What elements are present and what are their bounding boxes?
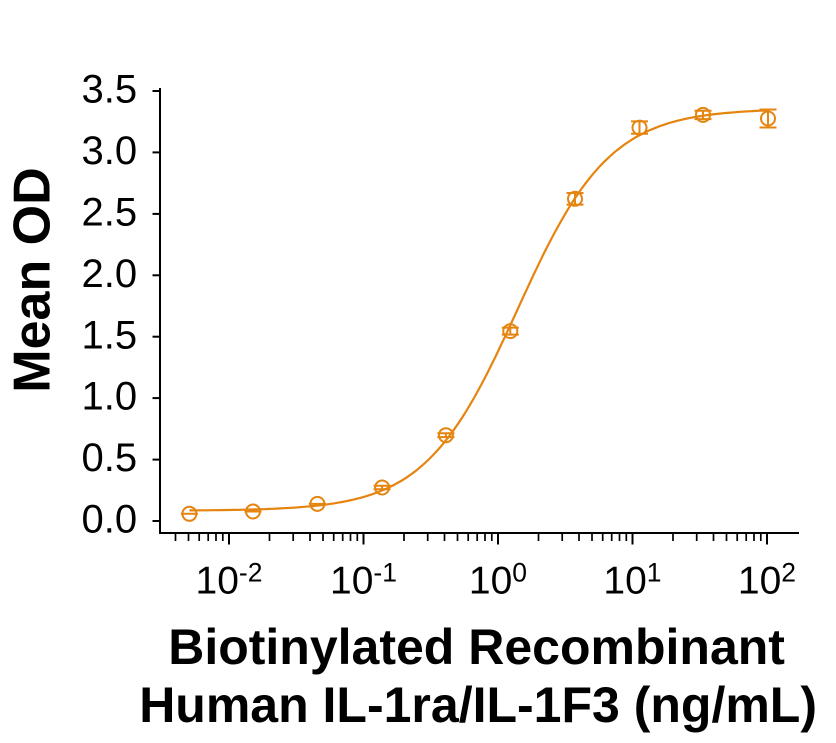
svg-text:2.5: 2.5 — [81, 191, 137, 235]
svg-text:Human IL-1ra/IL-1F3 (ng/mL): Human IL-1ra/IL-1F3 (ng/mL) — [139, 677, 817, 733]
svg-text:0.0: 0.0 — [81, 498, 137, 542]
svg-text:1.0: 1.0 — [81, 375, 137, 419]
svg-text:10: 10 — [738, 559, 781, 602]
svg-text:10: 10 — [603, 559, 646, 602]
svg-text:3.0: 3.0 — [81, 129, 137, 173]
svg-text:-2: -2 — [239, 558, 263, 588]
svg-text:3.5: 3.5 — [81, 68, 137, 112]
svg-text:-1: -1 — [373, 558, 397, 588]
svg-text:0.5: 0.5 — [81, 436, 137, 480]
svg-text:10: 10 — [196, 559, 239, 602]
svg-text:2.0: 2.0 — [81, 252, 137, 296]
svg-text:10: 10 — [469, 559, 512, 602]
svg-text:Mean OD: Mean OD — [3, 167, 61, 392]
svg-text:Biotinylated Recombinant: Biotinylated Recombinant — [168, 619, 785, 675]
svg-text:10: 10 — [330, 559, 373, 602]
svg-text:0: 0 — [512, 558, 527, 588]
svg-text:1.5: 1.5 — [81, 313, 137, 357]
svg-text:2: 2 — [781, 558, 796, 588]
svg-text:1: 1 — [647, 558, 662, 588]
